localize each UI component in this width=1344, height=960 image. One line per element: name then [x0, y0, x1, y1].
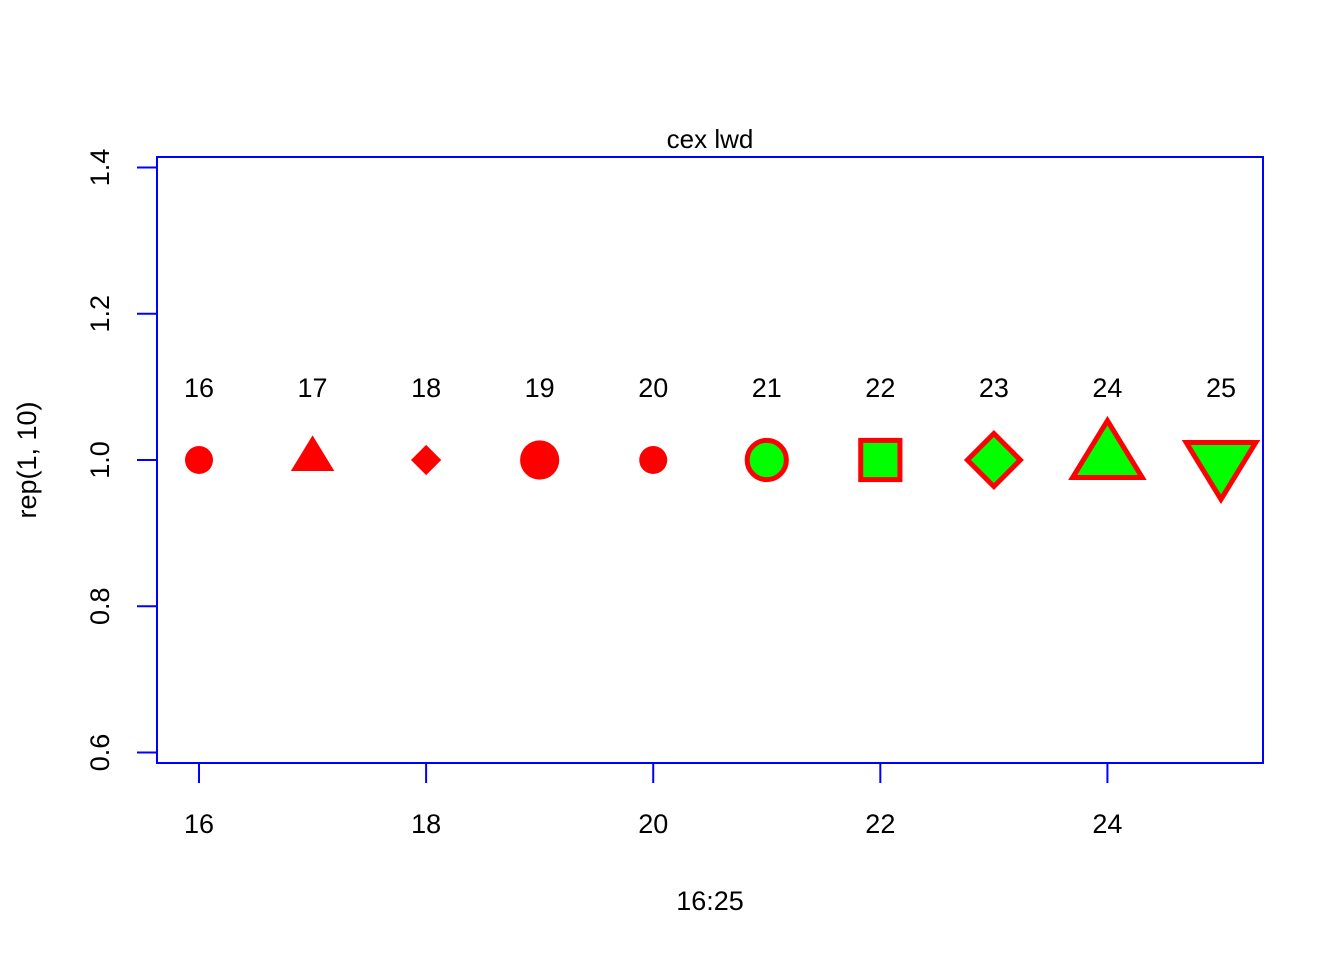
point-pch-23 — [963, 430, 1024, 490]
y-tick-label: 0.8 — [85, 587, 115, 625]
point-label: 24 — [1092, 373, 1122, 403]
chart-title: cex lwd — [667, 124, 754, 154]
point-label: 25 — [1206, 373, 1236, 403]
point-pch-19 — [520, 440, 560, 480]
point-pch-20 — [639, 446, 668, 474]
point-pch-24 — [1068, 415, 1147, 481]
point-label: 22 — [865, 373, 895, 403]
point-pch-22 — [858, 437, 903, 483]
x-tick-label: 22 — [865, 809, 895, 839]
point-label: 21 — [752, 373, 782, 403]
point-pch-21 — [744, 437, 789, 483]
point-pch-25 — [1181, 439, 1261, 505]
point-label: 16 — [184, 373, 214, 403]
x-axis-label: 16:25 — [676, 886, 744, 916]
x-tick-label: 18 — [411, 809, 441, 839]
point-pch-18 — [410, 444, 442, 476]
x-tick-label: 24 — [1092, 809, 1122, 839]
y-tick-label: 1.2 — [85, 295, 115, 333]
point-label: 19 — [525, 373, 555, 403]
x-tick-label: 20 — [638, 809, 668, 839]
y-tick-label: 1.4 — [85, 149, 115, 187]
points-layer — [185, 415, 1261, 505]
point-pch-17 — [290, 435, 335, 471]
y-axis: 0.6 0.8 1.0 1.2 1.4 — [85, 149, 158, 772]
x-tick-label: 16 — [184, 809, 214, 839]
point-label: 18 — [411, 373, 441, 403]
point-label: 20 — [638, 373, 668, 403]
y-tick-label: 0.6 — [85, 734, 115, 772]
point-pch-16 — [185, 446, 214, 474]
y-tick-label: 1.0 — [85, 441, 115, 479]
point-label: 17 — [298, 373, 328, 403]
point-labels-layer: 16 17 18 19 20 21 22 23 24 25 — [184, 373, 1236, 403]
x-axis: 16 18 20 22 24 — [184, 762, 1122, 839]
point-label: 23 — [979, 373, 1009, 403]
y-axis-label: rep(1, 10) — [12, 401, 42, 518]
